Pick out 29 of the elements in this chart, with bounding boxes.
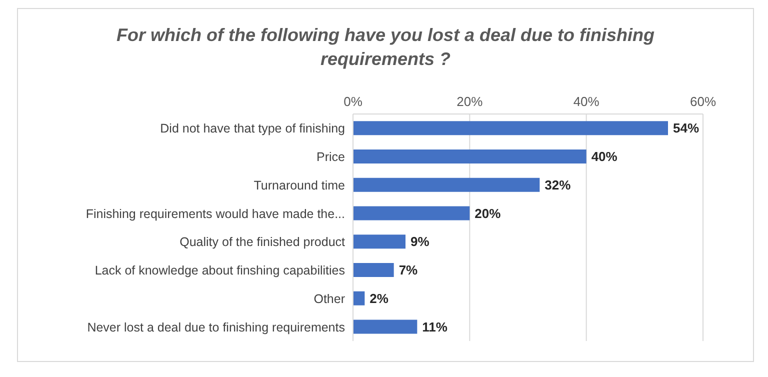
bar	[353, 206, 470, 220]
x-tick-label: 20%	[456, 94, 484, 109]
bar	[353, 262, 394, 277]
data-label: 20%	[474, 206, 502, 221]
bar	[353, 234, 406, 249]
bar	[353, 291, 365, 306]
bar	[353, 178, 540, 192]
bar	[353, 320, 418, 334]
data-label: 2%	[370, 290, 389, 306]
x-tick-label: 40%	[573, 94, 600, 109]
data-label: 9%	[410, 234, 430, 250]
data-label: 7%	[398, 262, 418, 278]
data-label: 32%	[544, 177, 572, 192]
data-label: 11%	[422, 319, 448, 334]
y-tick-label: Lack of knowledge about finshing capabilities	[94, 264, 345, 278]
x-tick-label: 0%	[344, 94, 363, 109]
chart-title: For which of the following have you lost a deal due to finishing requirements ?	[115, 24, 656, 71]
bar	[353, 121, 668, 136]
bar	[353, 149, 586, 164]
y-tick-label: Price	[316, 150, 346, 164]
y-tick-label: Quality of the finished product	[180, 235, 346, 250]
x-tick-label: 60%	[690, 94, 716, 109]
y-tick-label: Never lost a deal due to finishing requirements	[87, 320, 345, 334]
y-tick-label: Turnaround time	[254, 178, 346, 192]
y-tick-label: Other	[314, 292, 345, 306]
y-tick-label: Did not have that type of finishing	[160, 122, 346, 136]
data-label: 54%	[673, 120, 700, 136]
data-label: 40%	[591, 149, 618, 164]
y-tick-label: Finishing requirements would have made the...	[86, 206, 345, 221]
